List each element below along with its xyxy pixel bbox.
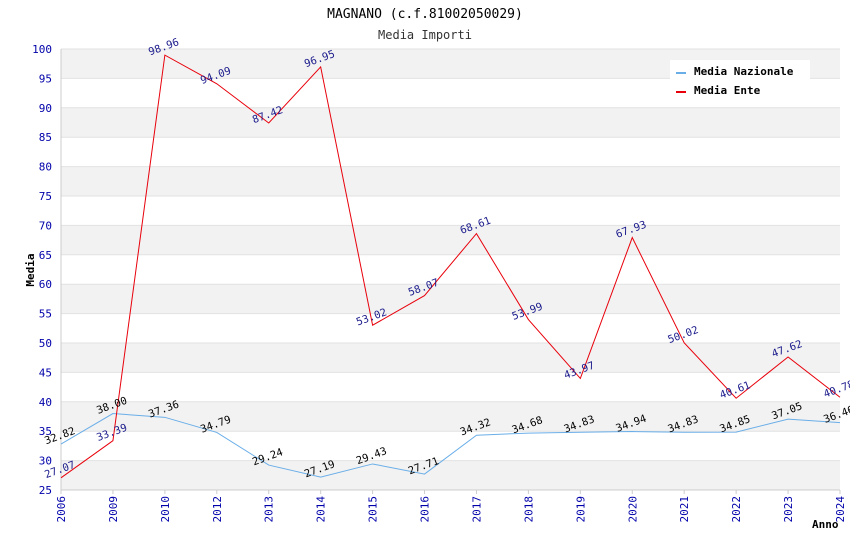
x-tick-label: 2024 (834, 496, 847, 523)
y-tick-label: 60 (39, 278, 52, 291)
y-tick-label: 35 (39, 425, 52, 438)
grid-band (61, 107, 840, 138)
y-tick-label: 90 (39, 102, 52, 115)
y-tick-label: 80 (39, 161, 52, 174)
y-axis-ticks: 25 30 35 40 45 50 55 60 65 70 75 80 85 90 95 100 (32, 43, 52, 497)
x-tick-label: 2017 (470, 496, 483, 523)
x-tick-label: 2012 (211, 496, 224, 523)
y-axis-label: Media (24, 253, 37, 286)
x-tick-label: 2020 (626, 496, 639, 523)
grid-band (61, 137, 840, 167)
x-axis-label: Anno (812, 518, 839, 531)
series-lines (60, 54, 841, 479)
legend-label-media-ente: Media Ente (694, 84, 761, 97)
x-tick-label: 2010 (159, 496, 172, 523)
x-tick-label: 2013 (263, 496, 276, 523)
grid-band (61, 313, 840, 343)
legend-label-media-nazionale: Media Nazionale (694, 65, 794, 78)
y-tick-label: 95 (39, 72, 52, 85)
chart-subtitle: Media Importi (378, 28, 472, 42)
grid-band (61, 372, 840, 402)
y-tick-label: 40 (39, 396, 52, 409)
chart-title: MAGNANO (c.f.81002050029) (327, 7, 523, 22)
y-tick-label: 75 (39, 190, 52, 203)
y-tick-label: 55 (39, 308, 52, 321)
legend-box (670, 60, 810, 102)
grid-band (61, 225, 840, 255)
y-tick-label: 45 (39, 366, 52, 379)
y-tick-label: 85 (39, 131, 52, 144)
grid-bands (61, 48, 840, 491)
y-tick-label: 65 (39, 249, 52, 262)
legend: Media Nazionale Media Ente (670, 60, 810, 102)
x-tick-label: 2006 (55, 496, 68, 523)
y-tick-label: 70 (39, 219, 52, 232)
x-tick-label: 2014 (315, 496, 328, 523)
x-tick-label: 2015 (367, 496, 380, 523)
y-tick-label: 100 (32, 43, 52, 56)
series-line-media-ente (60, 54, 841, 479)
grid-band (61, 196, 840, 226)
x-axis-ticks: 2006 2009 2010 2012 2013 2014 2015 2016 2017 2018… (55, 490, 847, 523)
x-tick-label: 2009 (107, 496, 120, 523)
x-tick-label: 2016 (419, 496, 432, 523)
x-tick-label: 2021 (678, 496, 691, 523)
grid-band (61, 460, 840, 490)
grid-band (61, 254, 840, 285)
grid-band (61, 401, 840, 432)
x-tick-label: 2018 (522, 496, 535, 523)
y-tick-label: 50 (39, 337, 52, 350)
x-tick-label: 2019 (574, 496, 587, 523)
y-tick-label: 30 (39, 455, 52, 468)
plot-frame (60, 49, 840, 491)
grid-band (61, 284, 840, 314)
x-tick-label: 2022 (730, 496, 743, 523)
series-line-media-nazionale (60, 413, 841, 478)
grid-band (61, 431, 840, 461)
y-tick-label: 25 (39, 484, 52, 497)
grid-band (61, 343, 840, 373)
grid-band (61, 166, 840, 196)
x-tick-label: 2023 (782, 496, 795, 523)
